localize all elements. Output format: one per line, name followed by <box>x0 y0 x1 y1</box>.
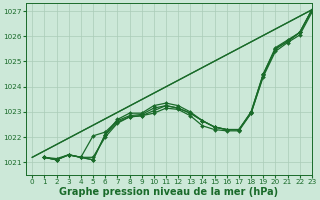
X-axis label: Graphe pression niveau de la mer (hPa): Graphe pression niveau de la mer (hPa) <box>60 187 279 197</box>
